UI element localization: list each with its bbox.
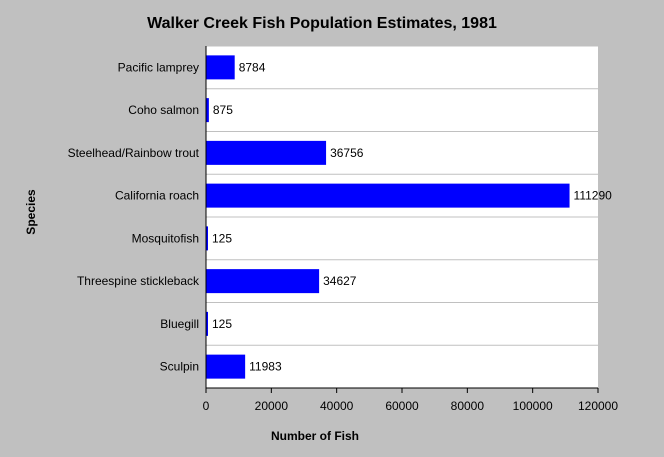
category-label: Bluegill xyxy=(160,317,199,331)
category-label: Pacific lamprey xyxy=(118,60,199,74)
category-label: Mosquitofish xyxy=(132,231,199,245)
bars-layer xyxy=(206,55,570,379)
x-axis-title: Number of Fish xyxy=(271,429,359,443)
x-tick-label: 0 xyxy=(203,399,210,413)
x-tick-label: 80000 xyxy=(451,399,485,413)
bar xyxy=(206,311,208,336)
bar xyxy=(206,354,246,379)
bar xyxy=(206,98,209,123)
x-tick-label: 20000 xyxy=(255,399,289,413)
x-tick-label: 40000 xyxy=(320,399,354,413)
value-label: 875 xyxy=(213,103,233,117)
value-label: 36756 xyxy=(330,146,364,160)
labels-layer: Pacific lamprey 8784 Coho salmon 875 Steelhe… xyxy=(68,60,613,373)
category-label: Steelhead/Rainbow trout xyxy=(68,146,200,160)
category-label: Sculpin xyxy=(160,360,199,374)
chart-title: Walker Creek Fish Population Estimates, … xyxy=(147,15,497,32)
bar xyxy=(206,226,208,251)
axis-layer: 0 20000 40000 60000 80000 100000 120000 xyxy=(203,46,618,413)
bar xyxy=(206,269,320,294)
y-axis-title: Species xyxy=(24,189,38,235)
value-label: 34627 xyxy=(323,274,357,288)
value-label: 111290 xyxy=(574,189,613,203)
value-label: 125 xyxy=(212,317,232,331)
category-label: Coho salmon xyxy=(128,103,199,117)
value-label: 8784 xyxy=(239,60,266,74)
value-label: 125 xyxy=(212,231,232,245)
x-tick-label: 120000 xyxy=(578,399,618,413)
value-label: 11983 xyxy=(249,360,282,374)
bar xyxy=(206,140,327,165)
x-tick-label: 60000 xyxy=(385,399,419,413)
x-tick-label: 100000 xyxy=(513,399,553,413)
bar xyxy=(206,55,235,80)
category-label: California roach xyxy=(115,189,199,203)
category-label: Threespine stickleback xyxy=(77,274,200,288)
bar xyxy=(206,183,570,208)
